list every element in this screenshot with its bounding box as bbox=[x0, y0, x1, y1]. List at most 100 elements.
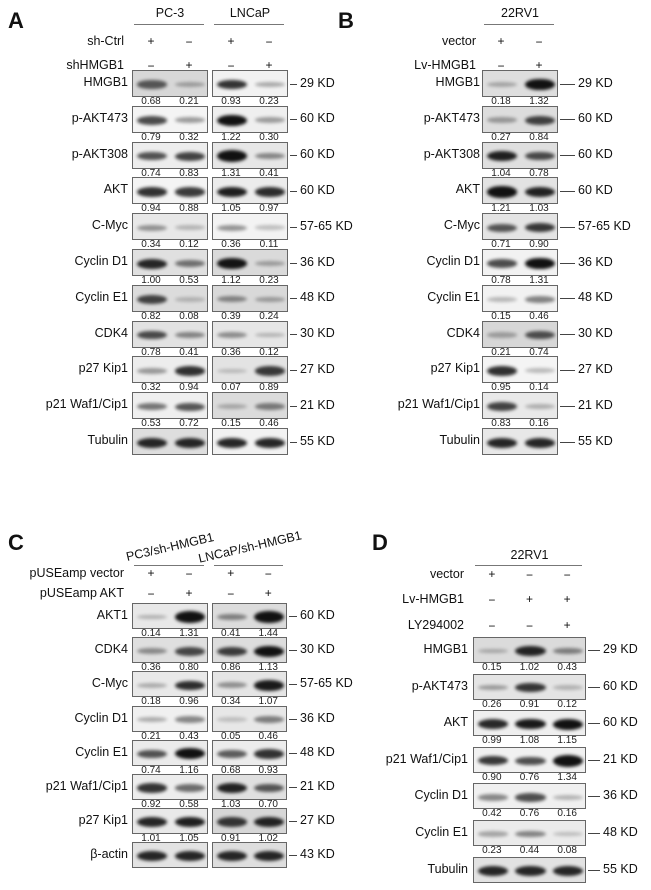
protein-band bbox=[174, 402, 206, 411]
densitometry-value: 0.76 bbox=[519, 771, 540, 783]
blot-image bbox=[212, 177, 288, 205]
densitometry-value: 0.12 bbox=[179, 239, 199, 251]
densitometry-value: 0.84 bbox=[529, 131, 549, 143]
protein-label: AKT bbox=[443, 715, 468, 730]
kd-marker-line bbox=[560, 369, 575, 371]
densitometry-value: 0.74 bbox=[141, 167, 161, 179]
molecular-weight-label: 29 KD bbox=[603, 642, 638, 656]
protein-band bbox=[216, 296, 248, 303]
blot-image bbox=[212, 428, 288, 455]
blot-image bbox=[212, 356, 288, 384]
protein-band bbox=[254, 152, 286, 160]
molecular-weight-label: 36 KD bbox=[603, 788, 638, 803]
protein-band bbox=[136, 294, 168, 304]
protein-band bbox=[174, 646, 206, 656]
densitometry-value: 0.14 bbox=[141, 628, 161, 639]
kd-marker-line bbox=[588, 796, 600, 798]
densitometry-value: 0.46 bbox=[529, 310, 549, 322]
condition-sign: − bbox=[563, 568, 571, 582]
protein-label: C-Myc bbox=[91, 218, 128, 233]
densitometry-value: 0.92 bbox=[141, 799, 161, 810]
condition-sign: + bbox=[563, 618, 571, 632]
densitometry-value: 0.41 bbox=[259, 167, 279, 179]
molecular-weight-label: 60 KD bbox=[578, 111, 613, 126]
blot-image bbox=[132, 320, 208, 348]
molecular-weight-label: 57-65 KD bbox=[300, 218, 353, 233]
molecular-weight-label: 21 KD bbox=[603, 751, 638, 766]
blot-image bbox=[212, 739, 287, 766]
kd-marker-line bbox=[290, 155, 297, 157]
protein-band bbox=[136, 817, 168, 828]
kd-marker-line bbox=[560, 298, 575, 300]
protein-label: p-AKT308 bbox=[423, 146, 480, 161]
kd-marker-line bbox=[290, 441, 297, 443]
condition-label: Lv-HMGB1 bbox=[414, 58, 476, 72]
protein-band bbox=[174, 748, 206, 760]
protein-band bbox=[216, 851, 247, 862]
densitometry-value: 1.03 bbox=[529, 203, 549, 215]
blot-image bbox=[212, 705, 287, 732]
protein-label: p27 Kip1 bbox=[430, 361, 480, 376]
kd-marker-line bbox=[588, 686, 600, 688]
densitometry-value: 0.39 bbox=[221, 310, 241, 322]
kd-marker-line bbox=[588, 650, 600, 651]
protein-band bbox=[486, 186, 518, 198]
densitometry-value: 1.16 bbox=[179, 764, 199, 776]
protein-band bbox=[486, 223, 518, 232]
kd-marker-line bbox=[290, 119, 297, 121]
densitometry-value: 1.02 bbox=[258, 833, 278, 845]
protein-band bbox=[486, 117, 518, 124]
protein-band bbox=[216, 186, 248, 198]
protein-band bbox=[477, 648, 508, 654]
blot-image bbox=[482, 249, 558, 276]
densitometry-value: 0.41 bbox=[179, 346, 199, 358]
protein-band bbox=[515, 793, 546, 802]
condition-label: Lv-HMGB1 bbox=[402, 592, 464, 606]
protein-label: p21 Waf1/Cip1 bbox=[385, 751, 468, 766]
blot-image bbox=[212, 249, 288, 276]
protein-band bbox=[486, 296, 518, 302]
protein-band bbox=[174, 187, 206, 197]
densitometry-value: 0.42 bbox=[482, 808, 502, 820]
blot-image bbox=[212, 320, 288, 348]
group-header: 22RV1 bbox=[510, 548, 549, 562]
protein-band bbox=[515, 865, 546, 876]
densitometry-value: 0.70 bbox=[258, 799, 278, 810]
densitometry-value: 1.03 bbox=[221, 799, 241, 810]
densitometry-value: 1.13 bbox=[258, 662, 278, 674]
blot-image bbox=[212, 603, 287, 629]
protein-band bbox=[553, 831, 584, 837]
kd-marker-line bbox=[290, 226, 297, 228]
condition-sign: − bbox=[185, 35, 193, 49]
condition-sign: + bbox=[535, 58, 543, 72]
densitometry-value: 0.16 bbox=[529, 418, 549, 430]
condition-label: vector bbox=[429, 567, 464, 581]
blot-image bbox=[132, 70, 208, 97]
protein-label: Cyclin D1 bbox=[414, 788, 469, 803]
protein-band bbox=[216, 332, 248, 339]
blot-image bbox=[482, 428, 558, 455]
densitometry-value: 0.30 bbox=[259, 131, 279, 143]
kd-marker-line bbox=[290, 334, 297, 336]
protein-band bbox=[174, 716, 206, 723]
condition-sign: − bbox=[227, 587, 235, 601]
protein-label: AKT bbox=[103, 182, 128, 197]
protein-label: HMGB1 bbox=[435, 75, 480, 89]
densitometry-value: 1.31 bbox=[179, 628, 199, 639]
molecular-weight-label: 43 KD bbox=[300, 847, 335, 862]
condition-label: shHMGB1 bbox=[66, 58, 124, 72]
condition-sign: − bbox=[185, 567, 193, 581]
densitometry-value: 0.27 bbox=[491, 131, 511, 143]
densitometry-value: 0.15 bbox=[491, 310, 511, 322]
condition-sign: − bbox=[264, 567, 272, 581]
densitometry-value: 1.31 bbox=[529, 275, 549, 286]
densitometry-value: 0.88 bbox=[179, 203, 199, 215]
protein-label: Cyclin D1 bbox=[74, 254, 129, 268]
protein-band bbox=[524, 257, 556, 270]
molecular-weight-label: 55 KD bbox=[603, 861, 638, 876]
molecular-weight-label: 60 KD bbox=[300, 608, 335, 622]
condition-sign: + bbox=[227, 566, 235, 580]
protein-band bbox=[174, 817, 206, 828]
protein-band bbox=[136, 367, 168, 374]
condition-sign: + bbox=[264, 586, 272, 600]
